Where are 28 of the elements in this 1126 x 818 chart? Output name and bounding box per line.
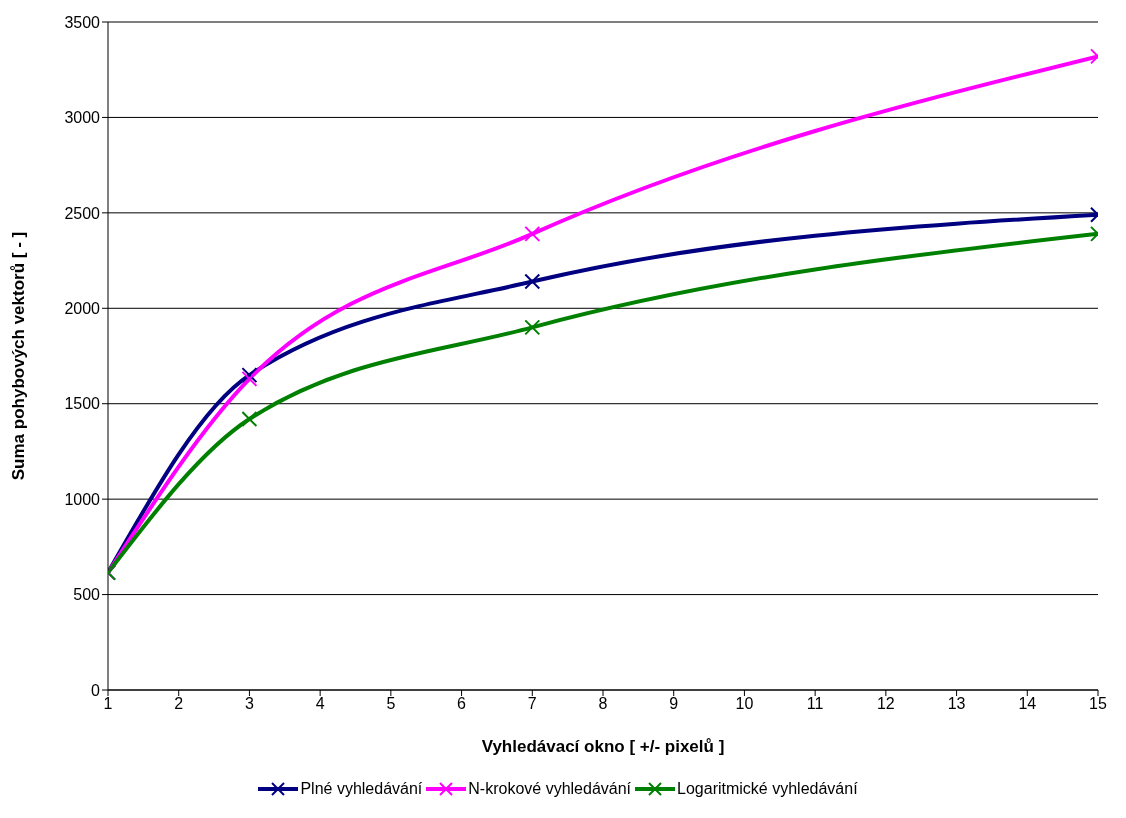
y-tick-label: 2000	[64, 299, 101, 317]
y-tick-label: 3000	[64, 109, 101, 127]
x-tick-label: 3	[244, 695, 254, 713]
y-axis-title: Suma pohybových vektorů [ - ]	[9, 231, 29, 481]
x-tick-label: 1	[103, 695, 113, 713]
legend-label: Plné vyhledávání	[300, 780, 423, 798]
x-tick-label: 14	[1018, 695, 1037, 713]
x-tick-label: 12	[876, 695, 895, 713]
x-tick-label: 5	[386, 695, 396, 713]
y-tick-label: 0	[91, 681, 101, 699]
x-tick-label: 8	[598, 695, 608, 713]
x-tick-label: 15	[1089, 695, 1107, 713]
x-tick-label: 13	[947, 695, 966, 713]
x-tick-label: 2	[174, 695, 184, 713]
y-tick-label: 1000	[64, 490, 101, 508]
legend-label: N-krokové vyhledávání	[468, 780, 632, 798]
legend-label: Logaritmické vyhledávání	[677, 780, 858, 798]
x-tick-label: 9	[669, 695, 679, 713]
x-axis-title: Vyhledávací okno [ +/- pixelů ]	[481, 737, 725, 756]
x-tick-label: 7	[527, 695, 537, 713]
x-tick-label: 4	[315, 695, 325, 713]
y-tick-label: 2500	[64, 204, 101, 222]
x-tick-label: 11	[806, 695, 824, 713]
y-tick-label: 500	[73, 586, 101, 604]
y-tick-label: 1500	[64, 395, 101, 413]
y-tick-label: 3500	[64, 13, 101, 31]
x-tick-label: 6	[457, 695, 467, 713]
x-tick-label: 10	[735, 695, 754, 713]
